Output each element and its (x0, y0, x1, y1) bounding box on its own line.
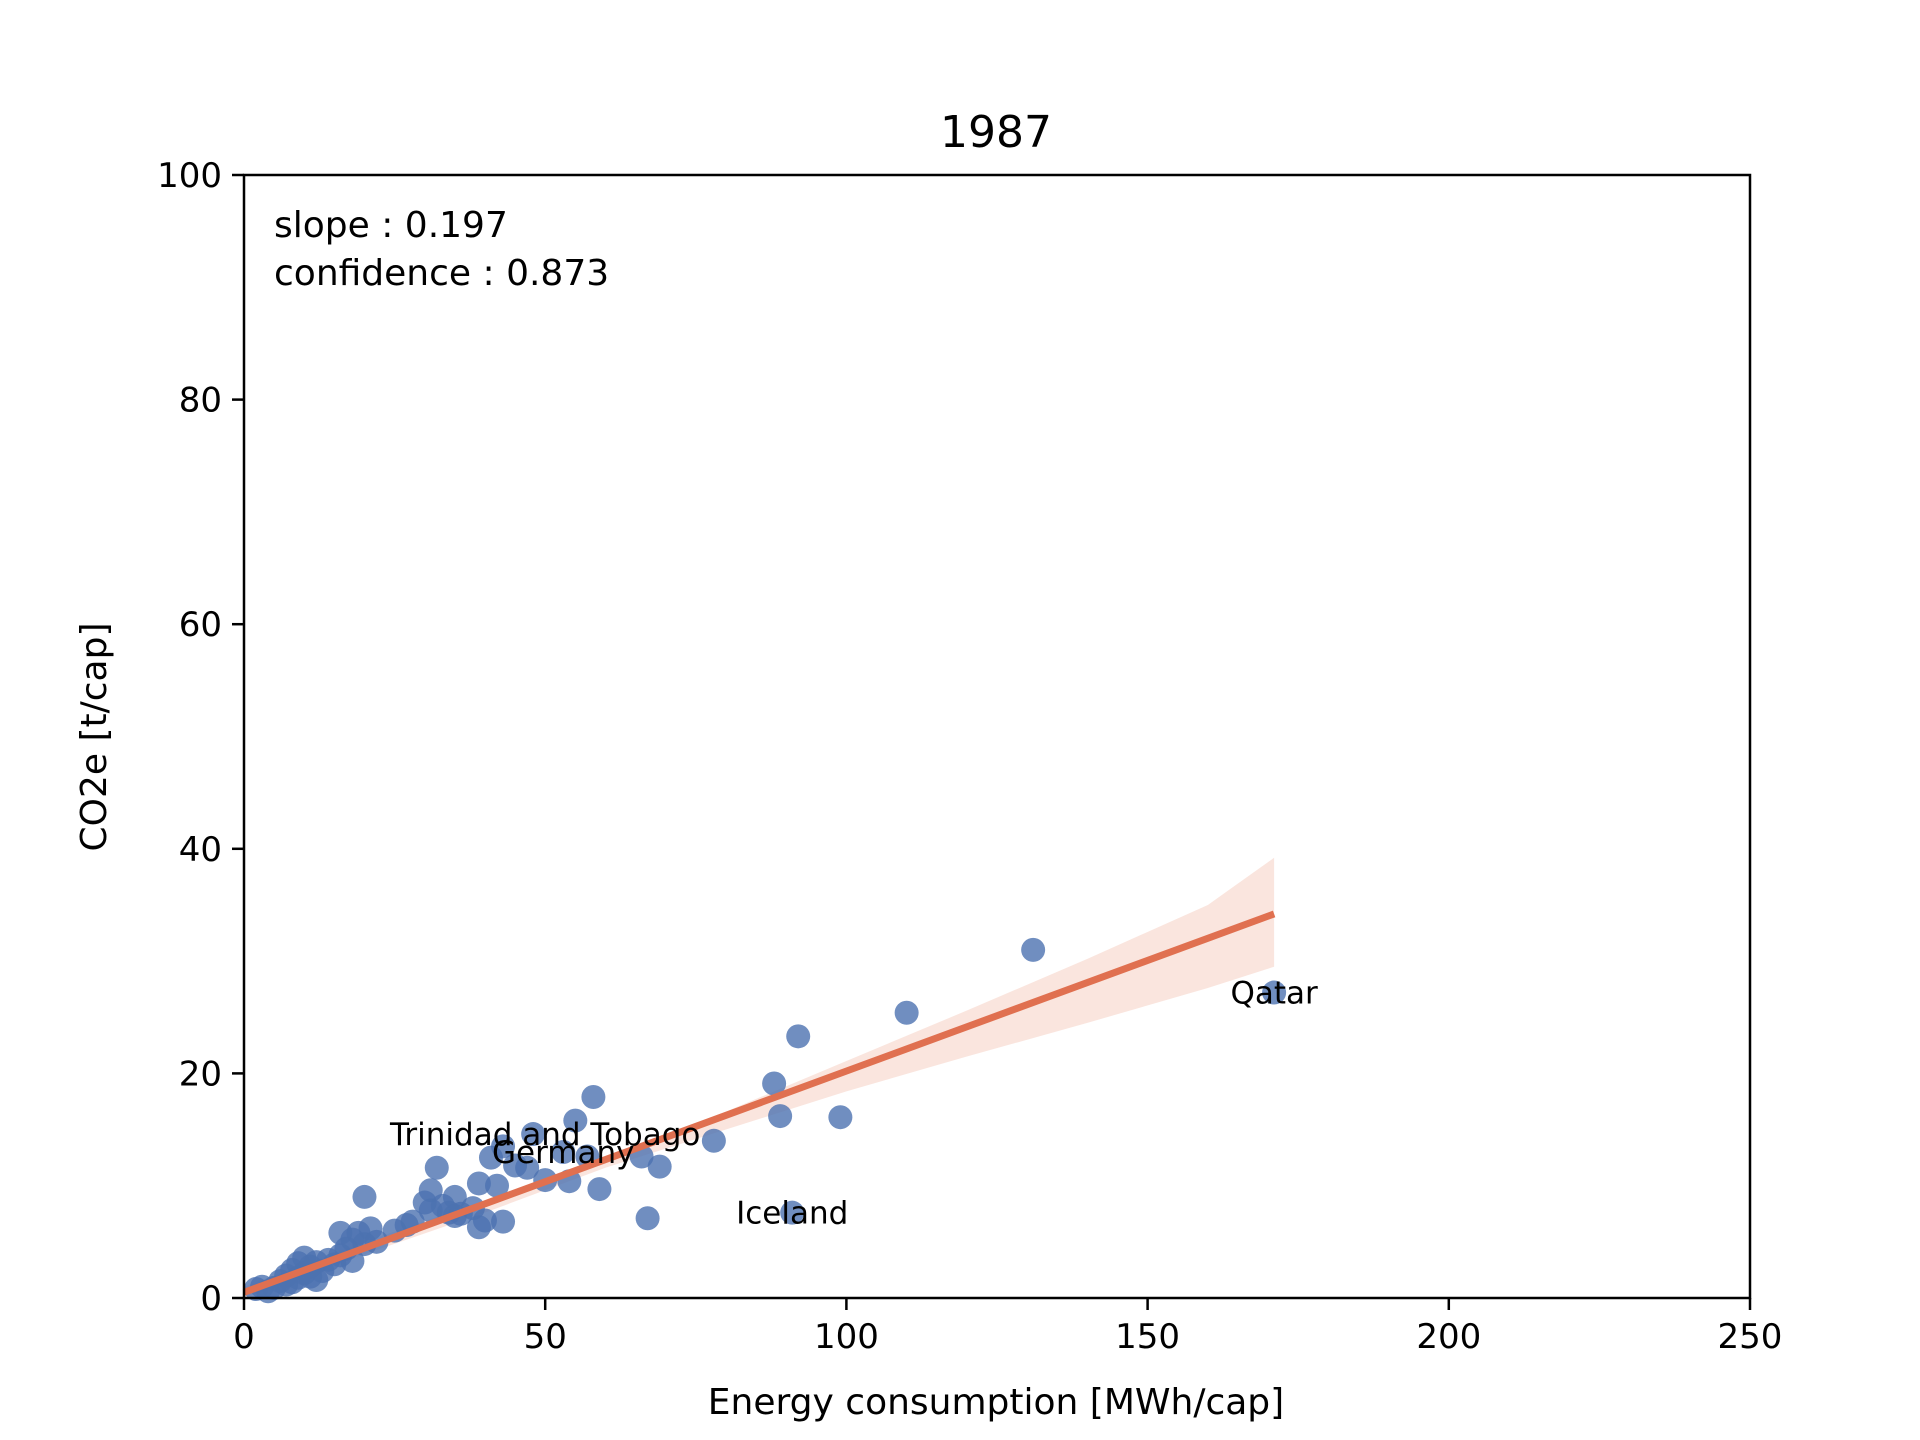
y-axis-ticks: 0 20 40 60 80 100 (157, 156, 244, 1319)
x-tick-label: 100 (814, 1317, 879, 1357)
x-tick-label: 50 (524, 1317, 567, 1357)
x-tick-label: 250 (1718, 1317, 1783, 1357)
x-tick-label: 200 (1416, 1317, 1481, 1357)
data-point (701, 1128, 726, 1153)
y-tick-label: 20 (179, 1054, 222, 1094)
chart-title: 1987 (940, 107, 1052, 158)
x-axis-ticks: 0 50 100 150 200 250 (233, 1298, 1782, 1357)
data-point (521, 1122, 546, 1147)
data-point (472, 1208, 497, 1233)
data-point (1262, 980, 1287, 1005)
annotation-label: Qatar (1230, 976, 1318, 1012)
x-tick-label: 150 (1115, 1317, 1180, 1357)
slope-text: slope : 0.197 (274, 205, 508, 246)
fit-line (242, 910, 1276, 1296)
y-tick-label: 60 (179, 605, 222, 645)
data-point (647, 1154, 672, 1179)
data-point (828, 1105, 853, 1130)
y-tick-label: 0 (200, 1279, 222, 1319)
data-point (768, 1104, 793, 1129)
annotation-label: Germany (492, 1135, 634, 1171)
annotation-label: Trinidad and Tobago (389, 1117, 700, 1153)
data-point (491, 1134, 516, 1159)
data-point (1021, 937, 1046, 962)
data-point (515, 1155, 540, 1180)
data-point (581, 1084, 606, 1109)
data-point (485, 1173, 510, 1198)
confidence-text: confidence : 0.873 (274, 253, 609, 294)
data-point (780, 1200, 805, 1225)
plot-area-frame (242, 173, 1752, 1300)
data-point (466, 1171, 491, 1196)
data-point (563, 1108, 588, 1133)
x-axis-label: Energy consumption [MWh/cap] (708, 1382, 1284, 1423)
data-point (635, 1206, 660, 1231)
data-point (762, 1071, 787, 1096)
data-point (491, 1209, 516, 1234)
data-point (551, 1140, 576, 1165)
y-tick-label: 80 (179, 381, 222, 421)
data-point (587, 1177, 612, 1202)
y-tick-label: 100 (157, 156, 222, 196)
y-axis-label: CO2e [t/cap] (74, 622, 115, 851)
data-point (424, 1155, 449, 1180)
data-point (352, 1184, 377, 1209)
annotation-label: Iceland (736, 1196, 848, 1232)
data-point (894, 1000, 919, 1025)
data-point (786, 1024, 811, 1049)
x-tick-label: 0 (233, 1317, 255, 1357)
y-tick-label: 40 (179, 830, 222, 870)
regression-line (242, 910, 1276, 1296)
